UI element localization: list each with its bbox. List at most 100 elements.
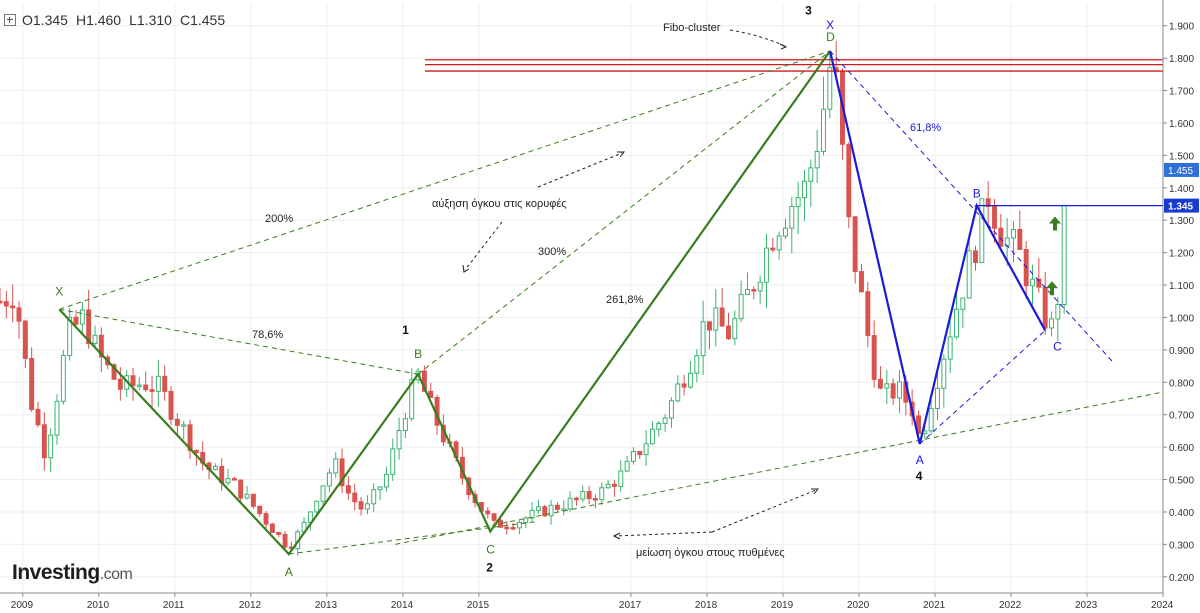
pattern-point-label-blue: X bbox=[826, 18, 834, 32]
candle-body bbox=[649, 428, 655, 445]
candle-body bbox=[611, 483, 617, 487]
pattern-point-label-blue: C bbox=[1053, 339, 1062, 353]
candle-body bbox=[757, 281, 763, 292]
candle-body bbox=[1055, 303, 1061, 320]
candle-body bbox=[567, 497, 573, 510]
candle-body bbox=[935, 387, 940, 409]
candle-body bbox=[155, 375, 161, 392]
candle-body bbox=[352, 492, 358, 503]
candle-body bbox=[1042, 286, 1048, 329]
candle-body bbox=[554, 504, 560, 510]
candle-body bbox=[884, 383, 890, 389]
candle-body bbox=[789, 205, 795, 229]
price-axis: 1.900 1.800 1.700 1.600 1.500 1.400 1.300 1.200… bbox=[1162, 0, 1199, 593]
expand-icon[interactable] bbox=[4, 14, 16, 26]
candle-body bbox=[333, 458, 339, 474]
candle-body bbox=[0, 300, 3, 304]
candle-body bbox=[326, 472, 332, 487]
pattern-point-label-green: C bbox=[486, 542, 495, 556]
candle-body bbox=[998, 227, 1004, 247]
candle-body bbox=[409, 379, 415, 420]
fib-line-bd bbox=[417, 50, 831, 375]
wave-label: 1 bbox=[402, 323, 409, 337]
candle-body bbox=[954, 308, 959, 338]
support-line-a bbox=[288, 521, 536, 555]
candle-body bbox=[92, 334, 98, 344]
candle-body bbox=[821, 108, 826, 152]
candle-body bbox=[339, 458, 345, 487]
candle-body bbox=[396, 429, 402, 450]
candle-body bbox=[73, 316, 79, 325]
candle-body bbox=[966, 250, 972, 299]
drawing-overlays: XABCDXABC123478,6%200%300%261,8%61,8%Fib… bbox=[55, 3, 1164, 579]
candle-body bbox=[212, 465, 218, 471]
candle-body bbox=[605, 483, 611, 489]
fib-line-xd bbox=[59, 50, 831, 310]
candle-body bbox=[428, 390, 434, 398]
candle-body bbox=[1036, 278, 1042, 288]
ohlc-readout: O1.345 H1.460 L1.310 C1.455 bbox=[4, 12, 229, 28]
candle-body bbox=[174, 418, 180, 426]
candle-body bbox=[250, 493, 256, 507]
candle-body bbox=[764, 247, 769, 283]
candle-body bbox=[79, 309, 85, 325]
price-tick-label: 0.500 bbox=[1169, 476, 1194, 487]
candle-body bbox=[744, 289, 750, 295]
candle-body bbox=[358, 501, 364, 510]
candle-body bbox=[580, 491, 586, 500]
candle-body bbox=[16, 307, 22, 322]
ohlc-high: H1.460 bbox=[75, 12, 122, 28]
candle-body bbox=[668, 400, 674, 419]
candle-body bbox=[928, 407, 934, 432]
wave-label: 2 bbox=[486, 560, 493, 574]
price-tick-label: 1.500 bbox=[1169, 151, 1194, 162]
candle-body bbox=[1030, 278, 1035, 287]
candle-body bbox=[947, 336, 953, 360]
candle-body bbox=[700, 321, 706, 357]
candle-body bbox=[67, 316, 73, 356]
candle-body bbox=[979, 198, 985, 263]
candle-body bbox=[41, 424, 47, 459]
chart-grid bbox=[0, 3, 1164, 593]
candle-body bbox=[802, 180, 807, 199]
candle-body bbox=[827, 67, 833, 110]
up-arrow-icon bbox=[1049, 216, 1061, 231]
time-tick-label: 2013 bbox=[315, 600, 338, 611]
candle-body bbox=[320, 485, 326, 502]
time-tick-label: 2014 bbox=[391, 600, 414, 611]
price-tick-label: 0.600 bbox=[1169, 443, 1194, 454]
candle-body bbox=[681, 383, 687, 388]
time-tick-label: 2020 bbox=[847, 600, 870, 611]
annotation-volume-down: μείωση όγκου στους πυθμένες bbox=[636, 547, 785, 559]
candle-body bbox=[599, 487, 605, 501]
candle-body bbox=[257, 505, 263, 515]
candle-body bbox=[1023, 248, 1029, 287]
candle-body bbox=[98, 334, 104, 358]
level-price-label: 1.345 bbox=[1168, 202, 1193, 213]
candle-body bbox=[149, 389, 155, 392]
pattern-point-label-blue: A bbox=[916, 453, 924, 467]
time-tick-label: 2015 bbox=[467, 600, 490, 611]
candle-body bbox=[48, 434, 54, 459]
candle-body bbox=[592, 498, 598, 501]
candle-body bbox=[510, 527, 516, 530]
candle-body bbox=[871, 335, 877, 380]
candle-body bbox=[776, 235, 782, 251]
candle-body bbox=[181, 424, 187, 427]
candle-body bbox=[86, 309, 92, 344]
fib-line-blue-xb bbox=[829, 50, 1114, 364]
candle-body bbox=[193, 450, 199, 454]
candle-body bbox=[795, 197, 801, 207]
candle-body bbox=[706, 321, 712, 331]
candle-body bbox=[542, 506, 548, 517]
annotation-arrowhead bbox=[811, 488, 820, 495]
candle-body bbox=[269, 523, 275, 533]
candle-body bbox=[187, 424, 193, 452]
candle-body bbox=[523, 517, 529, 523]
candle-body bbox=[136, 384, 142, 387]
candle-body bbox=[814, 150, 820, 169]
fib-line-blue-ac bbox=[919, 330, 1046, 445]
time-tick-label: 2012 bbox=[239, 600, 262, 611]
candle-body bbox=[263, 513, 269, 525]
